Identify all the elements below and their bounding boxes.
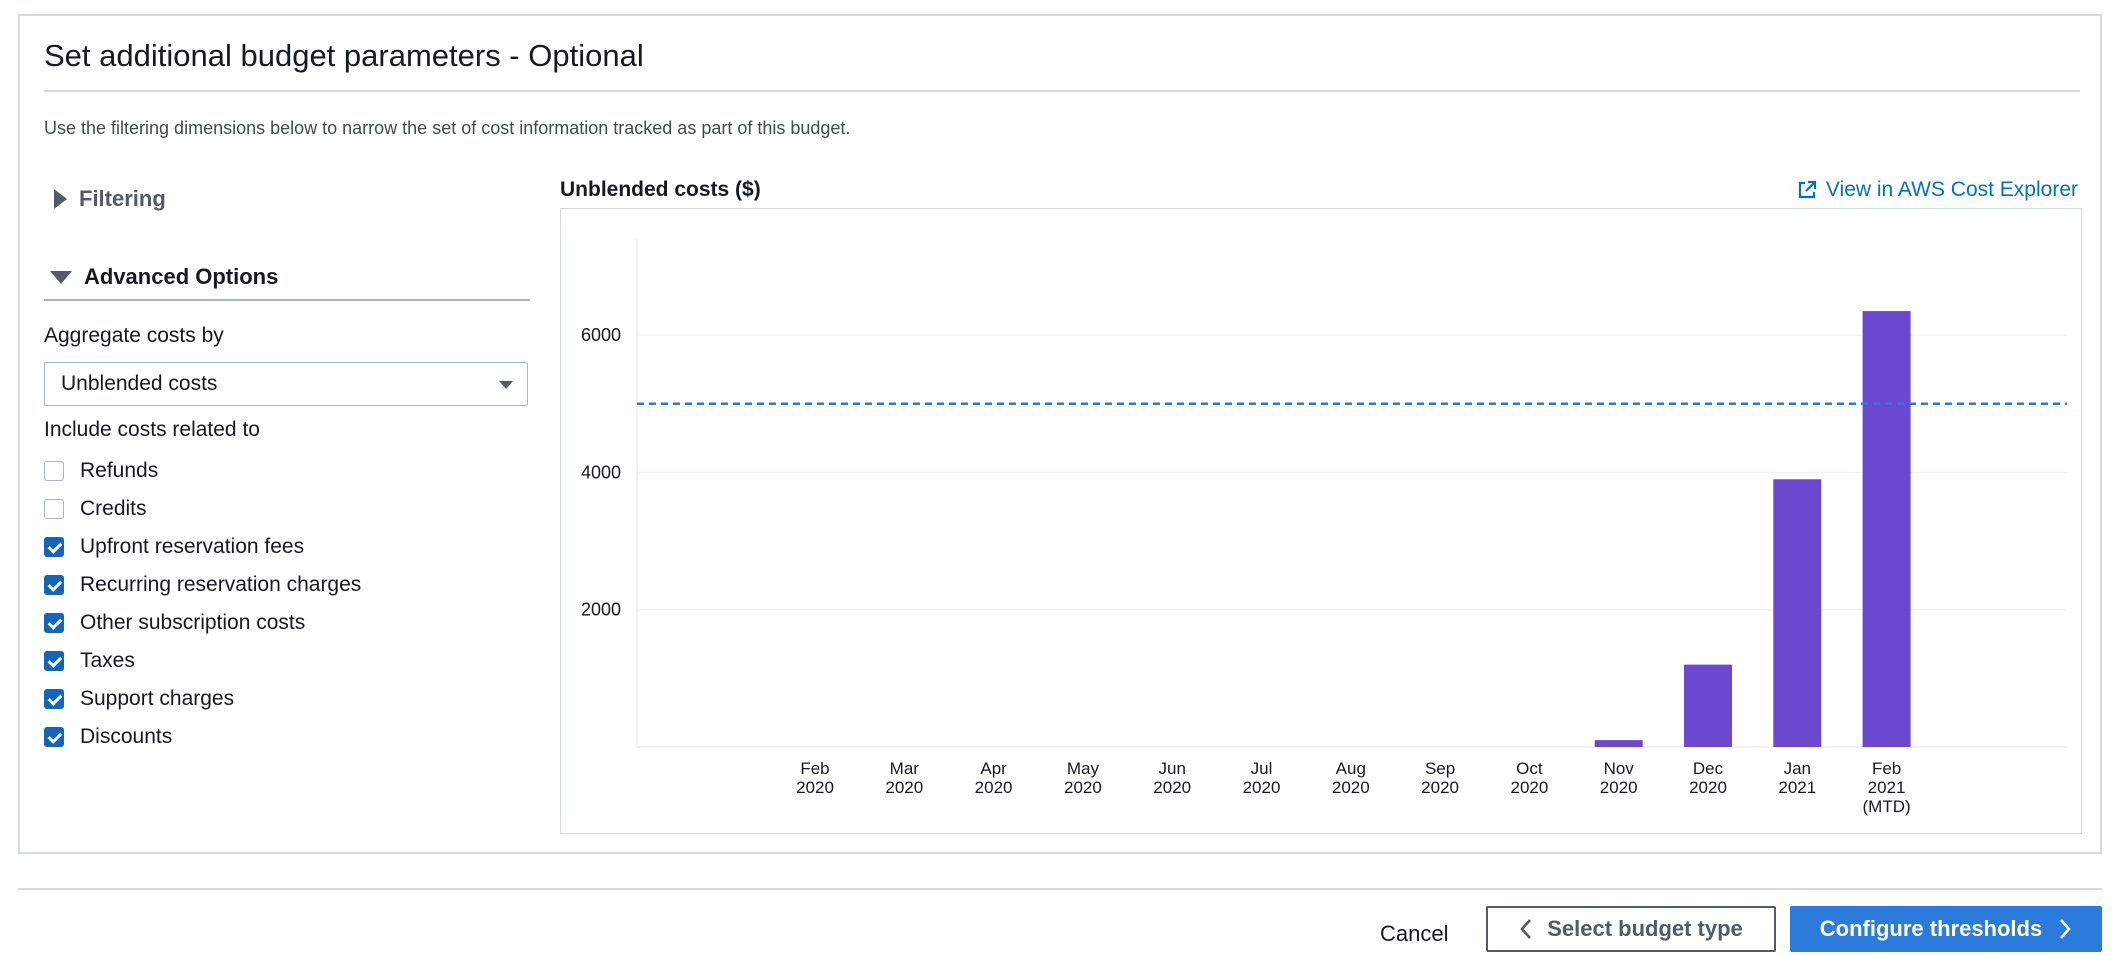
- chart-container: 2000 4000 6000 Feb 2020 Mar 2020 Apr 2020 May 2020…: [560, 208, 2082, 834]
- checkbox-label: Support charges: [80, 687, 235, 710]
- checkbox-row[interactable]: Credits: [44, 490, 361, 528]
- x-tick-label: Dec 2020: [1689, 759, 1727, 797]
- checkbox-label: Upfront reservation fees: [80, 535, 305, 558]
- x-tick-label: Nov 2020: [1600, 759, 1638, 797]
- checkbox-label: Other subscription costs: [80, 611, 306, 634]
- x-tick-label: Jan 2021: [1778, 759, 1816, 797]
- costs-bar-chart: 2000 4000 6000 Feb 2020 Mar 2020 Apr 2020 May 2020…: [581, 239, 2067, 816]
- checkbox-row[interactable]: Discounts: [44, 718, 361, 756]
- filtering-label: Filtering: [79, 186, 166, 211]
- checkbox[interactable]: [44, 461, 64, 481]
- bar: [1684, 664, 1732, 747]
- x-tick-label: Jul 2020: [1243, 759, 1281, 797]
- bar: [1773, 479, 1822, 747]
- view-cost-explorer-label: View in AWS Cost Explorer: [1825, 178, 2078, 201]
- configure-thresholds-label: Configure thresholds: [1819, 916, 2043, 941]
- checkbox-row[interactable]: Recurring reservation charges: [44, 566, 361, 604]
- caret-down-icon: [50, 270, 72, 284]
- filtering-toggle[interactable]: Filtering: [44, 186, 166, 212]
- x-tick-label: Sep 2020: [1421, 759, 1459, 797]
- x-tick-label: Apr 2020: [975, 759, 1013, 797]
- dropdown-caret-icon: [499, 381, 513, 389]
- advanced-options-toggle[interactable]: Advanced Options: [44, 264, 278, 290]
- x-tick-label: Mar 2020: [885, 759, 923, 797]
- checkbox[interactable]: [44, 727, 64, 747]
- bar: [1862, 311, 1911, 747]
- advanced-options-label: Advanced Options: [84, 264, 279, 289]
- advanced-divider: [44, 299, 530, 301]
- include-costs-label: Include costs related to: [44, 418, 260, 441]
- checkbox-label: Taxes: [80, 649, 135, 672]
- checkbox[interactable]: [44, 575, 64, 595]
- x-tick-label: May 2020: [1064, 759, 1102, 797]
- view-cost-explorer-link[interactable]: View in AWS Cost Explorer: [1796, 178, 2078, 202]
- chevron-right-icon: [2060, 919, 2071, 939]
- checkbox[interactable]: [44, 537, 64, 557]
- checkbox[interactable]: [44, 499, 64, 519]
- x-tick-label: Jun 2020: [1153, 759, 1191, 797]
- aggregate-select[interactable]: Unblended costs: [44, 362, 528, 406]
- checkbox-row[interactable]: Other subscription costs: [44, 604, 361, 642]
- bar: [1594, 740, 1643, 747]
- aggregate-label: Aggregate costs by: [44, 324, 224, 347]
- checkbox-row[interactable]: Refunds: [44, 452, 361, 490]
- select-budget-type-button[interactable]: Select budget type: [1486, 906, 1776, 952]
- cancel-button[interactable]: Cancel: [1370, 912, 1458, 956]
- x-tick-label: Feb 2021 (MTD): [1863, 759, 1911, 816]
- chart-title: Unblended costs ($): [560, 178, 761, 201]
- checkbox-label: Discounts: [80, 725, 173, 748]
- panel-description: Use the filtering dimensions below to na…: [44, 118, 851, 138]
- checkbox-label: Credits: [80, 497, 147, 520]
- title-divider: [44, 90, 2080, 92]
- checkbox[interactable]: [44, 613, 64, 633]
- y-tick-label: 2000: [581, 600, 621, 620]
- x-tick-label: Feb 2020: [796, 759, 834, 797]
- x-tick-label: Aug 2020: [1332, 759, 1370, 797]
- chevron-left-icon: [1520, 919, 1532, 939]
- configure-thresholds-button[interactable]: Configure thresholds: [1790, 906, 2102, 952]
- checkbox-row[interactable]: Upfront reservation fees: [44, 528, 361, 566]
- aggregate-select-value: Unblended costs: [61, 372, 218, 395]
- checkbox-label: Recurring reservation charges: [80, 573, 362, 596]
- y-tick-label: 6000: [581, 325, 621, 345]
- cost-options-list: Refunds Credits Upfront reservation fees Re…: [44, 452, 361, 756]
- budget-parameters-panel: Set additional budget parameters - Optio…: [18, 14, 2102, 854]
- checkbox-label: Refunds: [80, 459, 159, 482]
- checkbox-row[interactable]: Taxes: [44, 642, 361, 680]
- checkbox[interactable]: [44, 651, 64, 671]
- footer-divider: [18, 888, 2102, 890]
- panel-title: Set additional budget parameters - Optio…: [44, 38, 644, 73]
- x-tick-label: Oct 2020: [1510, 759, 1548, 797]
- caret-right-icon: [54, 189, 67, 209]
- external-link-icon: [1798, 180, 1817, 199]
- checkbox-row[interactable]: Support charges: [44, 680, 361, 718]
- select-budget-type-label: Select budget type: [1547, 916, 1743, 941]
- y-tick-label: 4000: [581, 462, 621, 482]
- checkbox[interactable]: [44, 689, 64, 709]
